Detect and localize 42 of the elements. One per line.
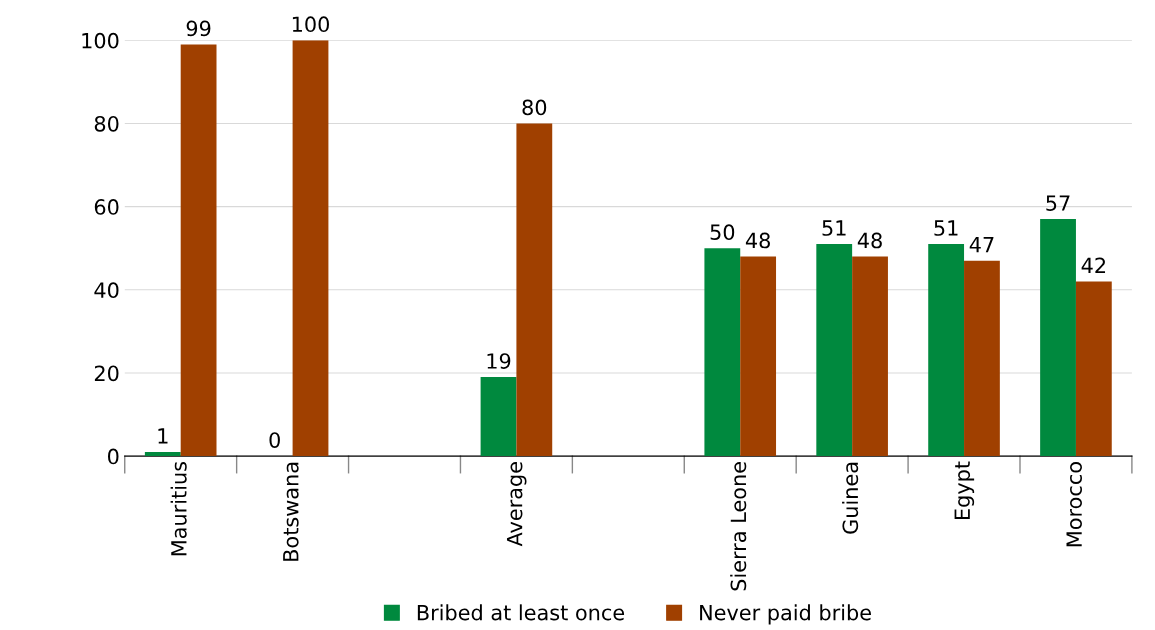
bar: [516, 123, 553, 457]
bar: [964, 260, 1000, 457]
bar: [1040, 219, 1076, 457]
data-label: 50: [710, 224, 735, 241]
bar: [1075, 281, 1112, 457]
data-label: 57: [1046, 195, 1070, 211]
data-label: 47: [969, 237, 994, 253]
data-label: 80: [522, 99, 547, 116]
data-label: 0: [269, 432, 280, 448]
y-tick-label: 80: [94, 115, 119, 132]
x-tick-label: Sierra Leone: [730, 462, 747, 591]
data-label: 48: [857, 232, 882, 249]
y-tick-label: 20: [94, 365, 119, 382]
x-tick-label: Egypt: [954, 461, 975, 520]
data-label: 48: [745, 232, 770, 249]
data-label: 42: [1081, 257, 1106, 273]
y-tick-label: 60: [94, 199, 119, 215]
x-tick-label: Morocco: [1066, 462, 1082, 547]
data-label: 1: [158, 428, 168, 444]
y-tick-label: 0: [108, 448, 119, 465]
legend-label: Never paid bribe: [700, 604, 871, 625]
data-label: 51: [934, 220, 958, 236]
x-tick-label: Mauritius: [170, 461, 187, 556]
data-label: 99: [186, 20, 211, 37]
bar: [852, 256, 888, 457]
data-label: 51: [822, 220, 846, 236]
bar: [292, 40, 329, 457]
bar: [480, 377, 517, 457]
bar: [740, 256, 777, 457]
bar: [816, 244, 853, 457]
data-label: 100: [292, 16, 329, 33]
y-tick-label: 100: [82, 32, 119, 49]
y-tick-label: 40: [94, 282, 119, 299]
x-tick-label: Guinea: [842, 462, 859, 534]
bar: [704, 248, 741, 457]
bar: [928, 244, 965, 457]
x-tick-label: Botswana: [283, 462, 299, 561]
data-label: 19: [487, 353, 511, 369]
legend-label: Bribed at least once: [417, 604, 625, 621]
x-tick-label: Average: [506, 462, 527, 547]
bar: [180, 44, 217, 457]
bar: [144, 451, 181, 457]
